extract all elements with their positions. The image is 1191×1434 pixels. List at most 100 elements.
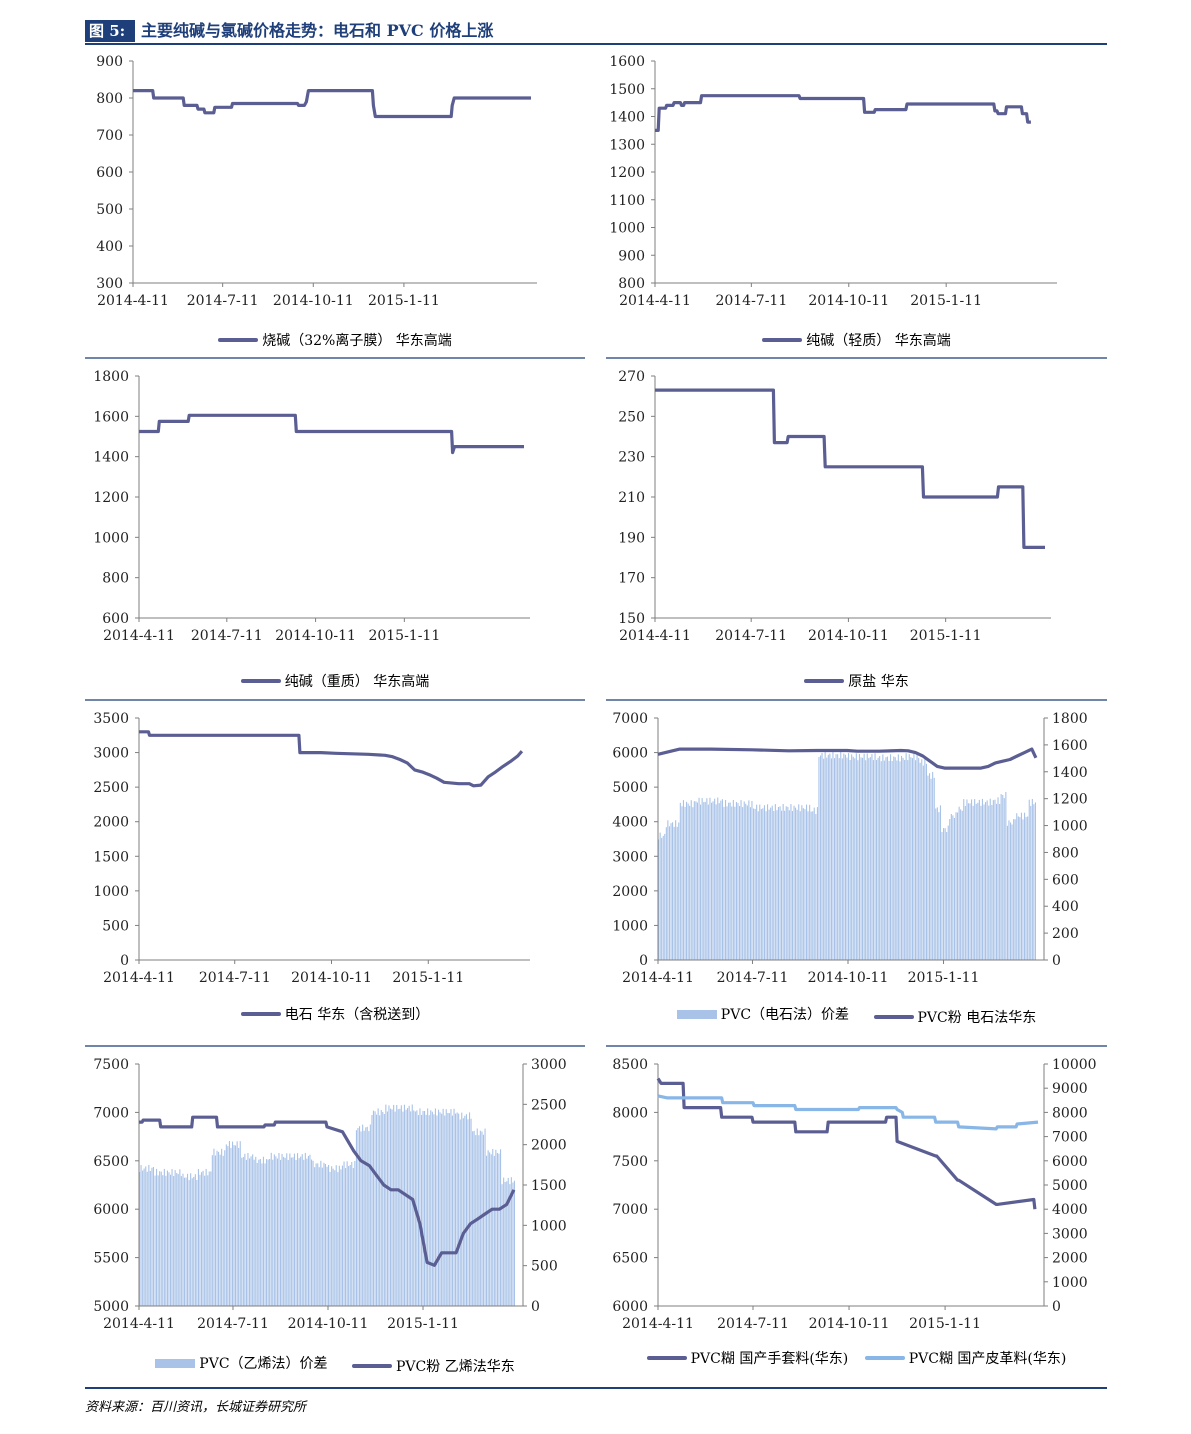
chart-plot-light-soda-ash: 800 900 1000 1100 1200 1300 1400 1500 1600 2014-4…	[609, 54, 1057, 309]
bar	[244, 1153, 246, 1306]
chart-plot-pvc-paste: 6000 6500 7000 7500 8000 8500 0 1000 2000 3000 400…	[612, 1057, 1097, 1332]
bar	[877, 757, 879, 960]
bar	[910, 757, 912, 960]
y-tick-label: 900	[618, 248, 645, 264]
bar	[866, 753, 868, 960]
legend: 原盐 华东	[606, 671, 1107, 691]
x-tick-label: 2014-10-11	[808, 970, 889, 986]
bar	[297, 1153, 299, 1306]
y-tick-label: 500	[96, 202, 123, 218]
bar	[470, 1118, 472, 1306]
bar	[1002, 795, 1004, 960]
bar	[255, 1156, 257, 1306]
bar	[799, 811, 801, 960]
y-tick-label: 1000	[93, 884, 129, 900]
x-tick-label: 2014-7-11	[197, 1316, 269, 1332]
bar	[355, 1130, 357, 1306]
x-tick-label: 2015-1-11	[909, 1316, 981, 1332]
bar	[197, 1169, 199, 1306]
bar	[785, 806, 787, 960]
bar	[399, 1108, 401, 1306]
bar	[317, 1163, 319, 1306]
bar	[1008, 820, 1010, 960]
bar	[360, 1131, 362, 1306]
bar	[391, 1109, 393, 1306]
x-tick-label: 2014-4-11	[622, 970, 694, 986]
bar	[430, 1110, 432, 1306]
bar	[481, 1131, 483, 1306]
chart-plot-calcium-carbide: 0 500 1000 1500 2000 2500 3000 3500 2014-4-11 201…	[93, 711, 530, 986]
bar	[476, 1128, 478, 1306]
bar	[252, 1154, 254, 1306]
bar	[978, 799, 980, 960]
y-tick-label: 1600	[93, 409, 129, 425]
bar	[424, 1111, 426, 1306]
y-tick-label: 7000	[93, 1105, 129, 1121]
bar	[346, 1161, 348, 1306]
bar	[739, 806, 741, 960]
bar	[846, 757, 848, 960]
bar	[728, 802, 730, 960]
y-tick-label: 400	[96, 239, 123, 255]
bar	[187, 1173, 189, 1306]
bar	[742, 807, 744, 960]
y-tick-label: 600	[102, 611, 129, 627]
bar	[402, 1111, 404, 1306]
bar	[341, 1165, 343, 1306]
bar	[337, 1172, 339, 1306]
bar	[427, 1108, 429, 1306]
x-tick-label: 2014-4-11	[103, 1316, 175, 1332]
bar	[840, 751, 842, 960]
bar	[729, 802, 731, 960]
legend-item: 烧碱（32%离子膜） 华东高端	[218, 330, 452, 350]
y-tick-label: 3500	[93, 711, 129, 727]
bar	[777, 807, 779, 960]
bar	[224, 1150, 226, 1306]
y2-tick-label: 3000	[531, 1057, 567, 1073]
bar	[1011, 824, 1013, 960]
bar	[280, 1159, 282, 1306]
y-tick-label: 8000	[612, 1105, 648, 1121]
bar	[324, 1164, 326, 1306]
bar	[232, 1141, 234, 1306]
series-line	[656, 1077, 1037, 1210]
bar	[916, 753, 918, 960]
bar	[239, 1141, 241, 1306]
bar	[450, 1109, 452, 1306]
bar	[899, 761, 901, 960]
bar	[767, 804, 769, 960]
legend-label: PVC（乙烯法）价差	[199, 1356, 328, 1372]
bar	[182, 1173, 184, 1306]
legend-label: 原盐 华东	[848, 674, 909, 690]
figure-title-rule	[85, 43, 1107, 45]
y2-tick-label: 0	[531, 1299, 540, 1315]
bar	[1028, 799, 1030, 960]
bar	[659, 832, 661, 960]
bar	[148, 1164, 150, 1306]
y2-tick-label: 10000	[1052, 1057, 1097, 1073]
bar	[711, 802, 713, 960]
bar	[425, 1114, 427, 1306]
legend: 纯碱（轻质） 华东高端	[606, 330, 1107, 350]
legend-item: 纯碱（重质） 华东高端	[240, 671, 429, 691]
bar	[348, 1166, 350, 1306]
bar	[963, 799, 965, 960]
bar	[921, 759, 923, 960]
bar	[907, 760, 909, 960]
bar	[1000, 794, 1002, 960]
bar	[386, 1111, 388, 1306]
x-tick-label: 2014-10-11	[288, 1316, 369, 1332]
panel-separator	[606, 699, 1107, 701]
bar	[492, 1149, 494, 1306]
bar	[718, 803, 720, 960]
bar	[902, 757, 904, 960]
bar	[791, 811, 793, 960]
y-tick-label: 7000	[612, 1202, 648, 1218]
figure-number: 图 5:	[85, 20, 135, 42]
y2-tick-label: 1500	[531, 1178, 567, 1194]
bar	[487, 1150, 489, 1306]
bar	[773, 811, 775, 960]
legend-line-swatch	[804, 679, 845, 683]
x-tick-label: 2014-7-11	[199, 970, 271, 986]
bar	[676, 826, 678, 960]
